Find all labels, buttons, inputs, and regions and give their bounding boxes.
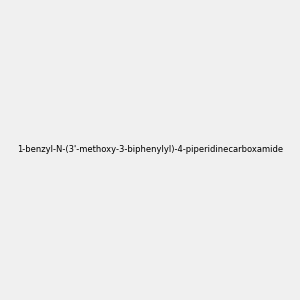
Text: 1-benzyl-N-(3'-methoxy-3-biphenylyl)-4-piperidinecarboxamide: 1-benzyl-N-(3'-methoxy-3-biphenylyl)-4-p… bbox=[17, 146, 283, 154]
